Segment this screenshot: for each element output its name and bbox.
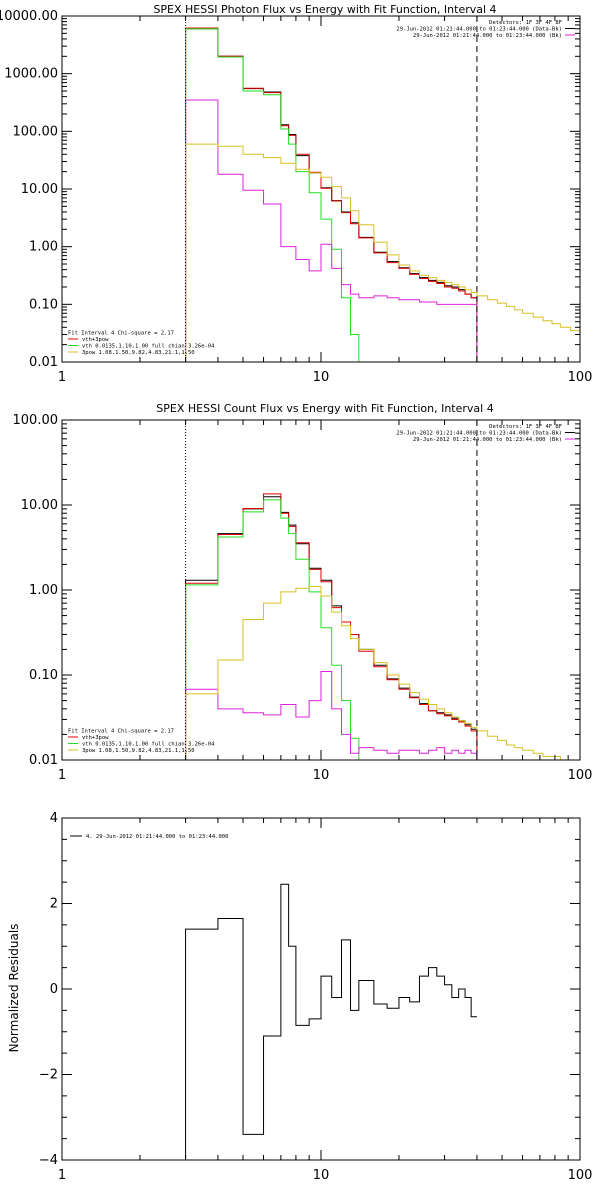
legend-bottom-entry: vth 0.0135,1.10,1.00 full chian 3.26e-04 — [82, 344, 215, 350]
x-tick-label: 100 — [568, 1168, 593, 1183]
series-3-line — [185, 670, 478, 760]
series-group — [185, 493, 580, 760]
y-tick-label: 0 — [50, 982, 58, 997]
series-3-line — [185, 99, 478, 362]
x-tick-label: 10 — [313, 1168, 330, 1183]
y-tick-label: 1.00 — [29, 583, 58, 598]
photon-flux-panel: SPEX HESSI Photon Flux vs Energy with Fi… — [0, 3, 592, 385]
residuals-panel: Normalized Residuals 1 10 100 −4 −2 0 2 4 4. 29-… — [7, 811, 592, 1183]
legend-bottom-entry: Fit Interval 4 Chi-square = 2.17 — [68, 331, 174, 337]
y-tick-label: −4 — [39, 1153, 58, 1168]
series-group — [185, 27, 580, 362]
x-tick-label: 100 — [568, 768, 593, 783]
x-tick-label: 10 — [313, 768, 330, 783]
residuals-y-axis-label: Normalized Residuals — [7, 924, 21, 1053]
legend-bottom-entry: Fit Interval 4 Chi-square = 2.17 — [68, 729, 174, 735]
y-tick-label: 100.00 — [13, 124, 59, 139]
y-tick-label: 10.00 — [21, 498, 58, 513]
count-flux-title: SPEX HESSI Count Flux vs Energy with Fit… — [156, 402, 493, 415]
series-2-line — [185, 499, 374, 760]
x-tick-label: 10 — [313, 370, 330, 385]
photon-flux-title: SPEX HESSI Photon Flux vs Energy with Fi… — [153, 3, 496, 16]
y-tick-label: 10.00 — [21, 182, 58, 197]
legend-top-entry: 29-Jun-2012 01:21:44.000 to 01:23:44.000… — [396, 27, 562, 33]
y-tick-label: 1.00 — [29, 240, 58, 255]
legend-top-entry: 4. 29-Jun-2012 01:21:44.000 to 01:23:44.… — [86, 834, 228, 840]
x-tick-label: 1 — [58, 768, 66, 783]
legend-top-entry: 29-Jun-2012 01:21:44.000 to 01:23:44.000… — [396, 431, 562, 437]
y-tick-label: −2 — [39, 1068, 58, 1083]
series-group — [185, 883, 477, 1160]
x-tick-label: 1 — [58, 370, 66, 385]
legend-top-entry: Detectors: 1F 3F 4F 8F — [489, 424, 562, 430]
y-tick-label: 100.00 — [13, 413, 59, 428]
y-tick-label: 1000.00 — [4, 67, 58, 82]
series-4-line — [185, 143, 580, 362]
series-4-line — [185, 585, 580, 760]
x-tick-label: 100 — [568, 370, 593, 385]
y-tick-label: 4 — [50, 811, 58, 826]
y-tick-label: 0.10 — [29, 668, 58, 683]
y-tick-label: 0.10 — [29, 297, 58, 312]
series-2-line — [185, 28, 374, 362]
y-tick-label: 10000.00 — [0, 9, 58, 24]
y-tick-label: 2 — [50, 897, 58, 912]
legend-top-entry: Detectors: 1F 3F 4F 8F — [489, 20, 562, 26]
legend-bottom-entry: vth 0.0135,1.10,1.00 full chian 3.26e-04 — [82, 742, 215, 748]
legend-top-entry: 29-Jun-2012 01:21:44.000 to 01:23:44.000… — [413, 33, 562, 39]
legend-bottom-entry: 3pow 1.08,1.50,9.82,4.83,21.1,1.50 — [82, 748, 195, 754]
count-flux-panel: SPEX HESSI Count Flux vs Energy with Fit… — [13, 402, 593, 783]
y-tick-label: 0.01 — [29, 753, 58, 768]
legend-bottom-entry: 3pow 1.08,1.50,9.82,4.83,21.1,1.50 — [82, 350, 195, 356]
y-tick-label: 0.01 — [29, 355, 58, 370]
legend-bottom-entry: vth+3pow — [82, 735, 109, 741]
legend-top-entry: 29-Jun-2012 01:21:44.000 to 01:23:44.000… — [413, 437, 562, 443]
series-0-line — [185, 883, 477, 1160]
x-tick-label: 1 — [58, 1168, 66, 1183]
legend-bottom-entry: vth+3pow — [82, 337, 109, 343]
